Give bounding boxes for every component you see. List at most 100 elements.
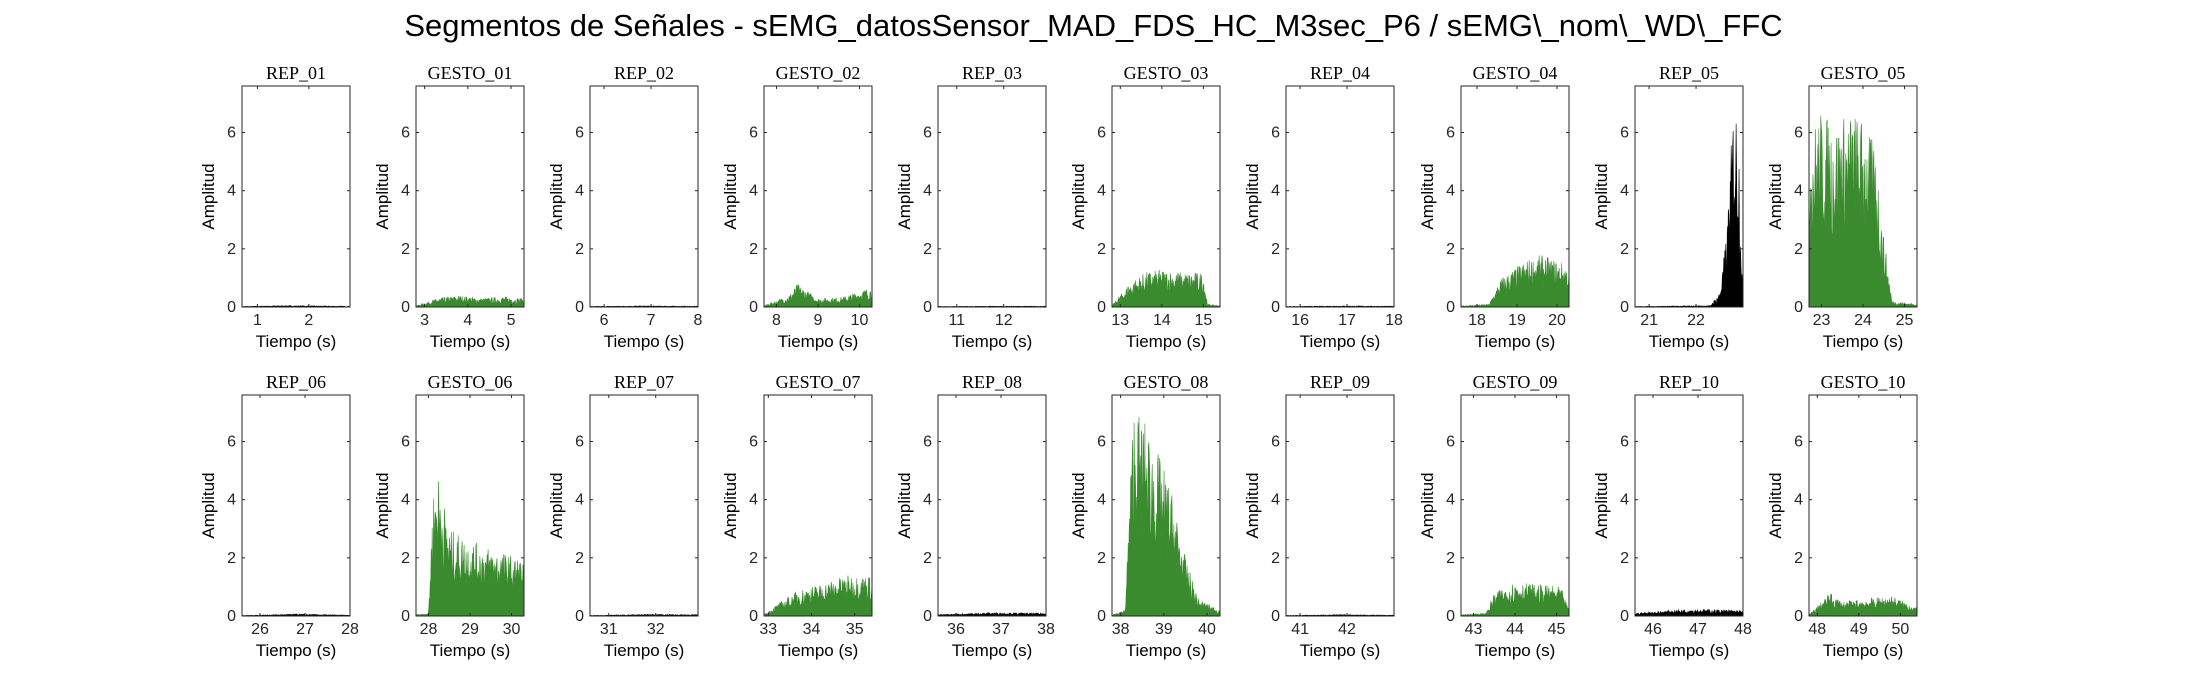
y-tick-label: 0 [749, 299, 758, 316]
y-tick-label: 4 [1620, 183, 1629, 200]
x-tick-label: 50 [1891, 621, 1909, 638]
y-tick-label: 2 [1271, 241, 1280, 258]
subplot-title: GESTO_01 [428, 63, 513, 83]
x-tick-label: 48 [1808, 621, 1826, 638]
x-axis-label: Tiempo (s) [1649, 332, 1730, 351]
x-axis-label: Tiempo (s) [430, 332, 511, 351]
y-tick-label: 2 [923, 550, 932, 567]
x-tick-label: 42 [1338, 621, 1356, 638]
signal-area [1111, 416, 1221, 617]
signal-area [1460, 583, 1570, 617]
x-tick-label: 11 [948, 312, 965, 329]
y-axis-label: Amplitud [1418, 472, 1437, 538]
x-tick-label: 18 [1468, 312, 1486, 329]
subplot-gesto-08: 38 39 40 0 2 4 6 GESTO_08 Tiempo (s) Amplitud [1069, 372, 1221, 660]
x-tick-label: 14 [1153, 312, 1171, 329]
x-tick-label: 2 [304, 312, 313, 329]
y-axis-label: Amplitud [1243, 472, 1262, 538]
x-tick-label: 26 [251, 621, 269, 638]
y-tick-label: 4 [1097, 492, 1106, 509]
plot-frame [763, 85, 873, 308]
figure-title: Segmentos de Señales - sEMG_datosSensor_… [404, 8, 1783, 43]
y-tick-label: 6 [575, 125, 584, 142]
y-tick-label: 2 [1271, 550, 1280, 567]
plot-border [241, 85, 351, 308]
y-tick-label: 4 [401, 183, 410, 200]
subplot-gesto-06: 28 29 30 0 2 4 6 GESTO_06 Tiempo (s) Amplitud [373, 372, 525, 660]
plot-border [1808, 394, 1918, 617]
subplot-title: REP_03 [962, 63, 1022, 83]
y-axis-label: Amplitud [373, 472, 392, 538]
subplot-gesto-01: 3 4 5 0 2 4 6 GESTO_01 Tiempo (s) Amplitud [373, 63, 525, 351]
x-axis-label: Tiempo (s) [778, 332, 859, 351]
y-axis-label: Amplitud [721, 163, 740, 229]
subplot-title: REP_08 [962, 372, 1022, 392]
y-tick-label: 4 [923, 183, 932, 200]
x-tick-label: 30 [503, 621, 521, 638]
y-tick-label: 2 [1097, 241, 1106, 258]
plot-frame [241, 85, 351, 308]
plot-frame [589, 85, 699, 308]
x-axis-label: Tiempo (s) [952, 641, 1033, 660]
y-axis-label: Amplitud [895, 163, 914, 229]
plot-frame [763, 394, 873, 617]
y-axis-label: Amplitud [721, 472, 740, 538]
x-tick-label: 34 [803, 621, 821, 638]
x-axis-label: Tiempo (s) [256, 332, 337, 351]
y-tick-label: 6 [1097, 125, 1106, 142]
y-axis-label: Amplitud [1069, 472, 1088, 538]
x-tick-label: 37 [992, 621, 1010, 638]
y-tick-label: 0 [1446, 608, 1455, 625]
signal-area [763, 575, 873, 617]
y-tick-label: 2 [1097, 550, 1106, 567]
y-tick-label: 4 [401, 492, 410, 509]
y-tick-label: 6 [1271, 434, 1280, 451]
subplot-gesto-07: 33 34 35 0 2 4 6 GESTO_07 Tiempo (s) Amplitud [721, 372, 873, 660]
subplot-rep-09: 41 42 0 2 4 6 REP_09 Tiempo (s) Amplitud [1243, 372, 1395, 660]
plot-frame [1634, 394, 1744, 617]
y-tick-label: 0 [227, 608, 236, 625]
plot-border [1285, 394, 1395, 617]
y-tick-label: 2 [401, 550, 410, 567]
x-axis-label: Tiempo (s) [1823, 332, 1904, 351]
x-tick-label: 43 [1465, 621, 1483, 638]
plot-frame [1285, 85, 1395, 308]
y-axis-label: Amplitud [547, 472, 566, 538]
y-tick-label: 0 [923, 299, 932, 316]
y-tick-label: 4 [575, 183, 584, 200]
x-tick-label: 44 [1506, 621, 1524, 638]
x-tick-label: 9 [814, 312, 823, 329]
x-tick-label: 3 [420, 312, 429, 329]
x-tick-label: 17 [1338, 312, 1356, 329]
y-axis-label: Amplitud [1069, 163, 1088, 229]
subplot-title: REP_04 [1310, 63, 1370, 83]
y-tick-label: 6 [1620, 125, 1629, 142]
x-tick-label: 15 [1194, 312, 1212, 329]
y-tick-label: 6 [1097, 434, 1106, 451]
y-axis-label: Amplitud [1766, 472, 1785, 538]
y-tick-label: 4 [749, 183, 758, 200]
subplot-gesto-04: 18 19 20 0 2 4 6 GESTO_04 Tiempo (s) Amplitud [1418, 63, 1570, 351]
x-tick-label: 19 [1508, 312, 1526, 329]
x-tick-label: 29 [461, 621, 479, 638]
y-tick-label: 4 [923, 492, 932, 509]
x-tick-label: 39 [1155, 621, 1173, 638]
x-tick-label: 1 [253, 312, 262, 329]
plot-border [937, 394, 1047, 617]
plot-frame [937, 394, 1047, 617]
y-tick-label: 2 [401, 241, 410, 258]
subplot-gesto-02: 8 9 10 0 2 4 6 GESTO_02 Tiempo (s) Amplitud [721, 63, 873, 351]
y-tick-label: 4 [1271, 183, 1280, 200]
y-tick-label: 2 [1446, 241, 1455, 258]
subplot-rep-05: 21 22 0 2 4 6 REP_05 Tiempo (s) Amplitud [1592, 63, 1744, 351]
y-tick-label: 6 [401, 125, 410, 142]
x-tick-label: 7 [647, 312, 656, 329]
x-tick-label: 33 [759, 621, 777, 638]
subplot-title: GESTO_07 [776, 372, 861, 392]
x-tick-label: 12 [995, 312, 1013, 329]
x-tick-label: 20 [1548, 312, 1566, 329]
signal-area [1460, 255, 1570, 308]
subplot-title: GESTO_06 [428, 372, 513, 392]
